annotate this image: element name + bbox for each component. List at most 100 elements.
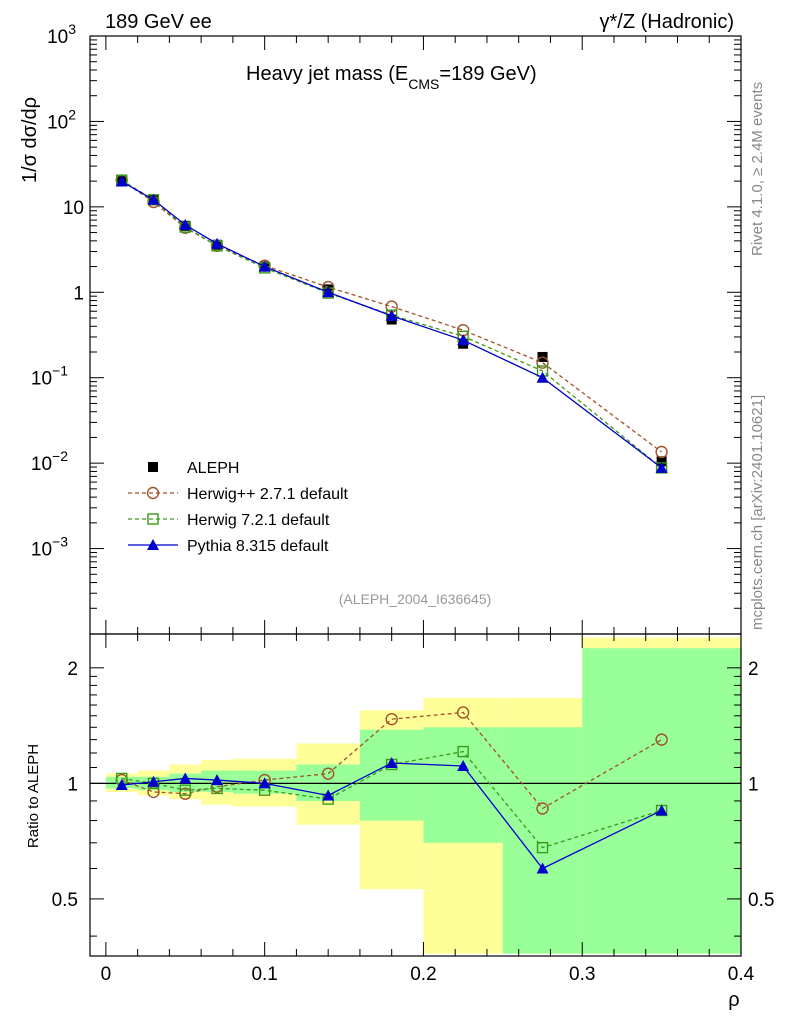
- band-inner-7: [423, 727, 503, 843]
- ratio-point-pythia-4: [258, 777, 271, 789]
- top-tick-label-5: 10−2: [31, 448, 68, 475]
- legend-marker-herwig7: [147, 513, 159, 525]
- ratio-point-herwig7-2: [179, 784, 191, 796]
- ratio-point-pythia-0: [115, 779, 128, 791]
- bottom-tick-label-right-2: 0.5: [748, 890, 774, 911]
- bottom-tick-label-left-0: 2: [67, 659, 78, 680]
- x-tick-label-1: 0.1: [251, 964, 277, 985]
- top-point-herwigpp-9: [655, 445, 668, 459]
- top-tick-exp-1: 2: [68, 106, 76, 122]
- ratio-point-herwigpp-6: [385, 712, 398, 726]
- ratio-point-pythia-1: [147, 775, 160, 787]
- legend-label-data: ALEPH: [187, 460, 239, 477]
- ratio-point-pythia-3: [211, 774, 224, 786]
- ratio-point-pythia-9: [655, 804, 668, 816]
- ratio-point-herwigpp-7: [456, 706, 470, 719]
- top-line-herwig7: [121, 179, 663, 469]
- legend: ALEPH Herwig++ 2.7.1 default Herwig 7.2.1 …: [128, 460, 349, 555]
- ratio-point-pythia-2: [179, 772, 192, 784]
- top-tick-label-4: 10−1: [31, 363, 68, 390]
- top-point-pythia-7: [457, 334, 470, 346]
- ratio-point-pythia-7: [457, 759, 470, 771]
- bottom-panel-frame: [89, 633, 742, 957]
- top-point-pythia-9: [655, 461, 668, 473]
- legend-marker-herwigpp: [146, 486, 160, 500]
- top-point-data-9: [656, 456, 667, 467]
- ratio-line-herwig7: [121, 750, 662, 849]
- x-tick-label-2: 0.2: [410, 964, 436, 985]
- header-right: γ*/Z (Hadronic): [600, 11, 734, 33]
- ratio-point-pythia-6: [385, 756, 398, 768]
- x-tick-label-3: 0.3: [569, 964, 595, 985]
- ratio-line-pythia: [121, 762, 662, 870]
- ratio-point-herwigpp-5: [321, 767, 335, 780]
- top-tick-base-0: 10: [47, 27, 68, 48]
- top-point-pythia-8: [536, 371, 549, 383]
- bottom-series: [115, 706, 668, 874]
- top-tick-base-1: 10: [47, 112, 68, 133]
- ratio-bands: [90, 637, 741, 954]
- top-point-pythia-0: [115, 175, 128, 187]
- top-tick-base-4: 10: [31, 369, 52, 390]
- top-tick-exp-5: −2: [52, 448, 68, 464]
- ratio-line-herwigpp: [121, 711, 662, 810]
- top-tick-label-3: 1: [73, 283, 84, 304]
- header-left: 189 GeV ee: [105, 11, 212, 33]
- top-point-herwigpp-8: [536, 356, 549, 369]
- top-point-herwigpp-7: [456, 323, 470, 337]
- plot-title-sub: CMS: [408, 76, 439, 92]
- top-tick-label-2: 10: [63, 198, 84, 219]
- top-tick-exp-6: −3: [52, 534, 68, 550]
- legend-marker-pythia: [147, 539, 159, 550]
- band-inner-8: [502, 727, 583, 954]
- top-tick-base-5: 10: [31, 454, 52, 475]
- top-point-pythia-5: [322, 286, 335, 298]
- top-tick-base-6: 10: [31, 540, 52, 561]
- legend-label-herwigpp: Herwig++ 2.7.1 default: [187, 486, 349, 503]
- ratio-point-pythia-5: [322, 789, 335, 801]
- bottom-tick-label-right-0: 2: [748, 659, 759, 680]
- top-tick-exp-4: −1: [52, 363, 68, 379]
- legend-label-pythia: Pythia 8.315 default: [187, 538, 329, 555]
- band-inner-9: [582, 648, 741, 954]
- mcplots-label: mcplots.cern.ch [arXiv:2401.10621]: [749, 395, 766, 630]
- top-point-pythia-3: [211, 237, 224, 249]
- top-tick-exp-0: 3: [68, 21, 76, 37]
- top-tick-label-0: 103: [47, 21, 76, 48]
- bottom-tick-label-left-2: 0.5: [52, 890, 78, 911]
- top-point-pythia-6: [385, 309, 398, 321]
- ratio-point-herwigpp-8: [536, 802, 549, 815]
- bottom-tick-label-right-1: 1: [748, 774, 759, 795]
- top-line-pythia: [121, 180, 663, 469]
- y-axis-label-bottom: Ratio to ALEPH: [25, 744, 42, 848]
- plot-title: Heavy jet mass (ECMS=189 GeV): [246, 63, 537, 92]
- ratio-point-herwigpp-9: [655, 733, 668, 746]
- top-tick-label-1: 102: [47, 106, 76, 133]
- top-point-pythia-4: [258, 260, 271, 272]
- legend-label-herwig7: Herwig 7.2.1 default: [187, 512, 330, 529]
- ratio-point-herwig7-8: [536, 841, 549, 854]
- analysis-tag: (ALEPH_2004_I636645): [339, 591, 492, 607]
- plot-title-tail: =189 GeV): [439, 63, 536, 85]
- legend-marker-data: [148, 462, 158, 472]
- top-point-pythia-2: [179, 218, 192, 230]
- x-axis: 0 0.1 0.2 0.3 0.4: [101, 36, 755, 985]
- bottom-y-axis: 2 2 1 1 0.5 0.5: [52, 659, 774, 937]
- bottom-tick-label-left-1: 1: [67, 774, 78, 795]
- x-axis-label: ρ: [728, 989, 739, 1011]
- top-line-herwigpp: [121, 179, 662, 453]
- x-tick-label-0: 0: [101, 964, 112, 985]
- ratio-point-pythia-8: [536, 862, 549, 874]
- x-tick-label-4: 0.4: [728, 964, 755, 985]
- ratio-point-herwig7-7: [457, 745, 469, 758]
- plot-title-main: Heavy jet mass (E: [246, 63, 408, 85]
- top-point-pythia-1: [147, 193, 160, 205]
- y-axis-label-top: 1/σ dσ/dρ: [19, 97, 41, 183]
- top-series: [115, 174, 668, 474]
- top-tick-label-6: 10−3: [31, 534, 68, 561]
- rivet-label: Rivet 4.1.0, ≥ 2.4M events: [749, 82, 766, 256]
- band-inner-6: [359, 729, 424, 821]
